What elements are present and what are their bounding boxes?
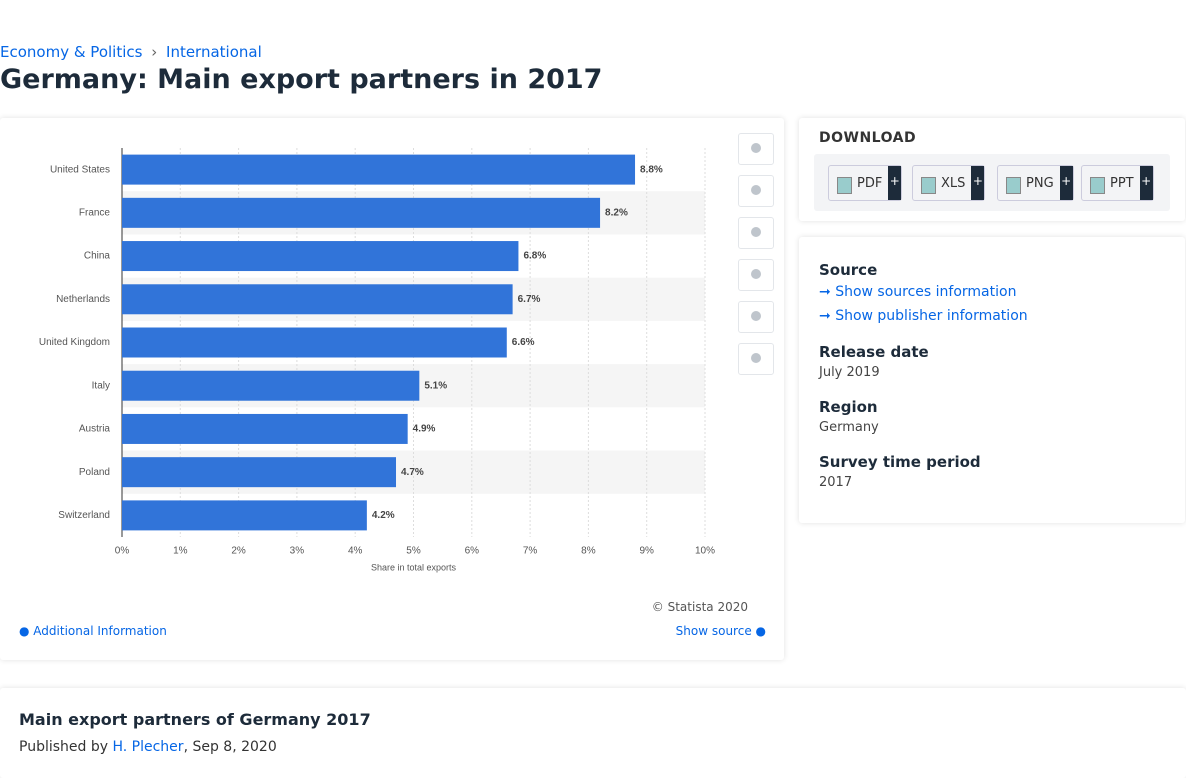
- sources-link[interactable]: ➞ Show sources information: [819, 284, 1017, 300]
- bar: [122, 197, 601, 228]
- value-label: 4.7%: [401, 467, 424, 478]
- bar: [122, 500, 367, 531]
- y-tick-label: Austria: [79, 424, 111, 435]
- article-card: Main export partners of Germany 2017 Pub…: [0, 688, 1186, 778]
- value-label: 6.7%: [518, 294, 541, 305]
- x-tick-label: 5%: [406, 546, 421, 557]
- x-tick-label: 7%: [523, 546, 538, 557]
- y-tick-label: Netherlands: [56, 294, 110, 305]
- breadcrumb-link[interactable]: Economy & Politics: [0, 43, 143, 61]
- publisher-link[interactable]: ➞ Show publisher information: [819, 308, 1028, 324]
- byline: Published by H. Plecher, Sep 8, 2020: [19, 739, 277, 755]
- sources-link-text: Show sources information: [835, 284, 1017, 300]
- show-source-text: Show source: [675, 624, 752, 638]
- value-label: 4.9%: [413, 424, 436, 435]
- print-button[interactable]: [738, 343, 774, 375]
- value-label: 8.2%: [605, 207, 628, 218]
- bar: [122, 327, 507, 358]
- author-link[interactable]: H. Plecher: [112, 739, 184, 755]
- article-title: Main export partners of Germany 2017: [19, 710, 371, 729]
- x-tick-label: 10%: [695, 546, 715, 557]
- x-tick-label: 6%: [465, 546, 480, 557]
- y-tick-label: Poland: [79, 467, 110, 478]
- download-button[interactable]: PPT +: [1081, 165, 1154, 201]
- x-tick-label: 4%: [348, 546, 363, 557]
- chart: 0% 1% 2% 3% 4% 5% 6% 7% 8% 9% 10% Share in total ex…: [39, 148, 715, 572]
- page: Economy & Politics › International Germa…: [0, 43, 1185, 755]
- download-button[interactable]: XLS +: [912, 165, 986, 201]
- download-more[interactable]: +: [888, 166, 902, 200]
- bar: [122, 154, 636, 185]
- download-card: DOWNLOAD PDF + XLS + PNG + PPT +: [799, 118, 1185, 221]
- download-more[interactable]: +: [1139, 166, 1153, 200]
- download-label: PNG: [998, 176, 1060, 194]
- copyright: © Statista 2020: [651, 600, 748, 614]
- y-tick-label: Italy: [92, 380, 110, 391]
- value-label: 5.1%: [424, 380, 447, 391]
- date: , Sep 8, 2020: [183, 739, 277, 755]
- x-axis-label: Share in total exports: [371, 562, 457, 572]
- download-button[interactable]: PDF +: [828, 165, 903, 201]
- x-tick-label: 0%: [115, 546, 130, 557]
- published-by: Published by: [19, 739, 109, 755]
- breadcrumb-link[interactable]: International: [166, 43, 262, 61]
- bar: [122, 413, 408, 444]
- value-label: 4.2%: [372, 510, 395, 521]
- bar: [122, 457, 397, 488]
- y-tick-label: United Kingdom: [39, 337, 110, 348]
- details-card: Source ➞ Show sources information ➞ Show…: [799, 237, 1185, 523]
- release-date: July 2019: [819, 365, 880, 380]
- cite-button[interactable]: [738, 301, 774, 333]
- x-tick-label: 2%: [231, 546, 246, 557]
- publisher-link-text: Show publisher information: [835, 308, 1028, 324]
- download-button[interactable]: PNG +: [997, 165, 1074, 201]
- settings-button[interactable]: [738, 217, 774, 249]
- region-heading: Region: [819, 398, 878, 416]
- breadcrumb: Economy & Politics › International: [0, 43, 262, 61]
- download-more[interactable]: +: [1059, 166, 1073, 200]
- source-heading: Source: [819, 261, 878, 279]
- download-label: PDF: [829, 176, 888, 194]
- release-heading: Release date: [819, 343, 929, 361]
- bar: [122, 284, 513, 315]
- y-tick-label: China: [84, 251, 111, 262]
- period-heading: Survey time period: [819, 453, 981, 471]
- download-buttons: PDF + XLS + PNG + PPT +: [814, 154, 1170, 211]
- additional-info-link[interactable]: ● Additional Information: [19, 624, 167, 638]
- x-tick-label: 9%: [639, 546, 654, 557]
- region: Germany: [819, 420, 879, 435]
- download-label: PPT: [1082, 176, 1140, 194]
- value-label: 6.6%: [512, 337, 535, 348]
- x-tick-label: 1%: [173, 546, 188, 557]
- chart-card: 0% 1% 2% 3% 4% 5% 6% 7% 8% 9% 10% Share in total ex…: [0, 118, 784, 660]
- download-heading: DOWNLOAD: [819, 130, 917, 146]
- download-more[interactable]: +: [971, 166, 985, 200]
- download-label: XLS: [913, 176, 971, 194]
- value-label: 8.8%: [640, 164, 663, 175]
- x-tick-label: 8%: [581, 546, 596, 557]
- additional-info-text: Additional Information: [33, 624, 167, 638]
- page-title: Germany: Main export partners in 2017: [0, 64, 603, 95]
- value-label: 6.8%: [523, 251, 546, 262]
- period: 2017: [819, 475, 853, 490]
- bar: [122, 241, 519, 272]
- y-tick-label: United States: [50, 164, 110, 175]
- alert-button[interactable]: [738, 175, 774, 207]
- favorite-button[interactable]: [738, 133, 774, 165]
- y-tick-label: Switzerland: [58, 510, 110, 521]
- y-tick-label: France: [79, 207, 111, 218]
- show-source-link[interactable]: Show source ●: [675, 624, 766, 638]
- x-tick-label: 3%: [290, 546, 305, 557]
- share-button[interactable]: [738, 259, 774, 291]
- bar: [122, 370, 420, 401]
